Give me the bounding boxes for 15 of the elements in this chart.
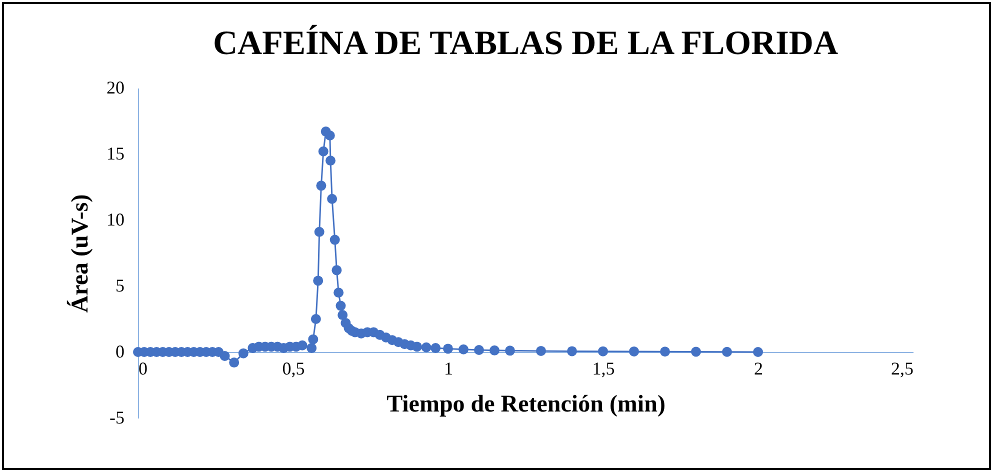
- x-tick-label: 0: [138, 358, 148, 378]
- y-tick-label: 20: [106, 78, 124, 98]
- x-tick-label: 0,5: [282, 358, 305, 378]
- y-tick-label: 0: [116, 342, 124, 362]
- chart-title: CAFEÍNA DE TABLAS DE LA FLORIDA: [212, 24, 838, 62]
- y-tick-label: 5: [116, 276, 124, 296]
- x-tick-label: 1,5: [592, 358, 615, 378]
- y-axis-title: Área (uV-s): [66, 194, 94, 313]
- x-tick-label: 2,5: [891, 358, 914, 378]
- x-tick-label: 2: [754, 358, 763, 378]
- y-tick-label: -5: [110, 408, 124, 428]
- x-tick-label: 1: [444, 358, 453, 378]
- y-tick-label: 10: [106, 210, 124, 230]
- x-axis-title: Tiempo de Retención (min): [386, 392, 666, 418]
- y-tick-label: 15: [106, 144, 124, 164]
